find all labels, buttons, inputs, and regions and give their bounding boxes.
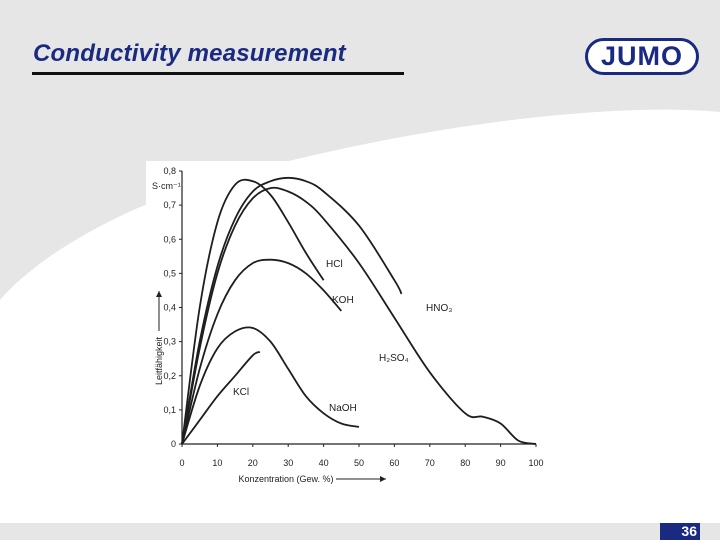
- x-tick-label: 50: [354, 458, 364, 468]
- y-tick-label: 0,5: [163, 268, 176, 278]
- series-label: HCl: [326, 259, 343, 270]
- footer-bar: [0, 523, 720, 540]
- y-tick-label: 0,8: [163, 166, 176, 176]
- series-line-hno: [181, 176, 403, 445]
- logo-text: JUMO: [600, 41, 683, 71]
- y-tick-label: 0,4: [163, 303, 176, 313]
- y-tick-label: 0,2: [163, 371, 176, 381]
- series-label: NaOH: [329, 403, 357, 414]
- x-axis-label: Konzentration (Gew. %): [238, 474, 333, 484]
- series-label: KOH: [332, 295, 354, 306]
- series-line-kcl: [181, 351, 261, 445]
- y-axis-label: Leitfähigkeit: [154, 336, 164, 385]
- page-number: 36: [660, 523, 700, 540]
- series-label: H₂SO₄: [379, 353, 409, 364]
- x-tick-label: 20: [248, 458, 258, 468]
- y-axis-arrowhead: [156, 291, 162, 297]
- y-tick-label: 0,1: [163, 405, 176, 415]
- y-tick-label: 0,7: [163, 200, 176, 210]
- series-label: KCl: [233, 387, 249, 398]
- x-tick-label: 60: [389, 458, 399, 468]
- x-tick-label: 30: [283, 458, 293, 468]
- y-tick-label: 0,6: [163, 234, 176, 244]
- title-underline: [32, 72, 404, 75]
- x-tick-label: 70: [425, 458, 435, 468]
- series-line-naoh: [181, 326, 360, 445]
- x-tick-label: 90: [496, 458, 506, 468]
- slide-title: Conductivity measurement: [33, 40, 346, 67]
- x-tick-label: 80: [460, 458, 470, 468]
- x-tick-label: 40: [319, 458, 329, 468]
- x-tick-label: 10: [212, 458, 222, 468]
- x-tick-label: 100: [528, 458, 543, 468]
- y-tick-label: 0,3: [163, 337, 176, 347]
- series-line-koh: [181, 258, 342, 445]
- conductivity-chart: 0 10 20 30 40 50 60 70 80 90 100 0 0,1 0,2 0,3 0,4 0,5 0,…: [152, 166, 544, 484]
- y-tick-label: 0: [171, 439, 176, 449]
- series-line-hso: [181, 186, 537, 445]
- series-line-hcl: [181, 178, 325, 445]
- x-axis-arrowhead: [380, 476, 386, 482]
- x-tick-label: 0: [179, 458, 184, 468]
- series-label: HNO₃: [426, 303, 452, 314]
- y-unit-label: S·cm⁻¹: [152, 181, 181, 191]
- jumo-logo: JUMO: [585, 38, 699, 75]
